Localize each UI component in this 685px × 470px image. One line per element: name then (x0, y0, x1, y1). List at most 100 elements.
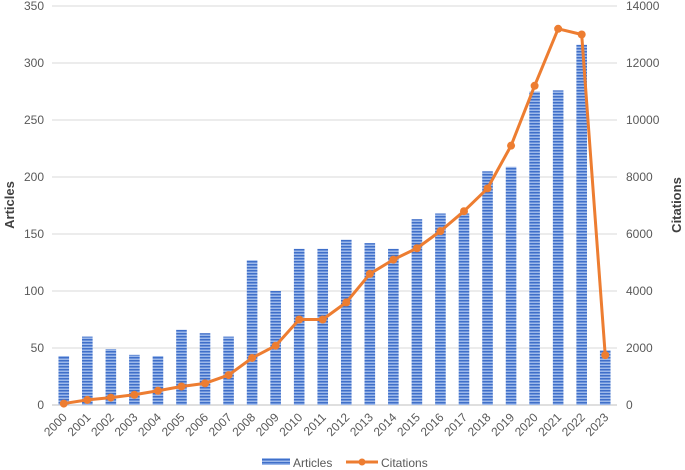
point-citations-2009 (271, 341, 280, 350)
x-tick-label: 2013 (347, 410, 376, 439)
point-citations-2016 (436, 227, 445, 236)
bar-articles-2018 (482, 171, 493, 405)
y-tick-label: 200 (24, 170, 44, 184)
x-tick-label: 2014 (371, 410, 400, 439)
x-tick-label: 2016 (418, 410, 447, 439)
point-citations-2014 (389, 255, 398, 264)
x-tick-label: 2021 (535, 410, 564, 439)
x-tick-label: 2015 (394, 410, 423, 439)
left-axis-ticks: 0 50 100 150 200 250 300 350 (24, 0, 44, 412)
x-tick-label: 2023 (583, 410, 612, 439)
point-citations-2020 (530, 81, 539, 90)
y2-tick-label: 6000 (626, 227, 653, 241)
x-tick-label: 2018 (465, 410, 494, 439)
citations-line (63, 27, 607, 406)
point-citations-2007 (224, 371, 233, 380)
bar-articles-2000 (58, 355, 70, 405)
bar-articles-2011 (317, 248, 329, 405)
bar-articles-2022 (576, 44, 587, 405)
y2-tick-label: 4000 (626, 284, 653, 298)
point-citations-2001 (83, 395, 92, 404)
x-tick-label: 2012 (324, 410, 353, 439)
y2-axis-title: Citations (669, 177, 684, 233)
y-tick-label: 100 (24, 284, 44, 298)
right-axis-ticks: 0 2000 4000 6000 8000 10000 12000 14000 (626, 0, 660, 412)
x-tick-label: 2017 (441, 410, 470, 439)
y2-tick-label: 10000 (626, 113, 660, 127)
point-citations-2005 (177, 382, 186, 391)
point-citations-2018 (483, 184, 492, 193)
legend: Articles Citations (262, 456, 428, 470)
legend-marker-citations (358, 458, 366, 466)
point-citations-2000 (59, 399, 68, 408)
legend-label-articles: Articles (293, 456, 332, 470)
bar-articles-2001 (82, 336, 93, 405)
bar-articles-2012 (340, 239, 352, 405)
bar-articles-2003 (129, 354, 140, 405)
y-tick-label: 250 (24, 113, 44, 127)
bar-series-articles (58, 44, 611, 406)
legend-label-citations: Citations (381, 456, 428, 470)
y-tick-label: 350 (24, 0, 44, 13)
bar-articles-2020 (529, 91, 540, 405)
point-citations-2023 (601, 351, 610, 360)
line-series-citations (59, 24, 610, 408)
point-citations-2012 (342, 298, 351, 307)
y2-tick-label: 14000 (626, 0, 660, 13)
y-tick-label: 150 (24, 227, 44, 241)
x-tick-label: 2019 (488, 410, 517, 439)
y-tick-label: 0 (37, 398, 44, 412)
point-citations-2015 (412, 244, 421, 253)
bar-articles-2002 (105, 349, 117, 405)
x-tick-label: 2008 (229, 410, 258, 439)
point-citations-2008 (248, 353, 257, 362)
point-citations-2010 (295, 315, 304, 324)
bar-articles-2007 (223, 336, 234, 405)
bar-articles-2013 (364, 243, 376, 405)
bar-articles-2008 (246, 260, 258, 405)
y2-tick-label: 2000 (626, 341, 653, 355)
point-citations-2021 (554, 24, 563, 33)
y2-tick-label: 12000 (626, 56, 660, 70)
x-tick-label: 2001 (65, 410, 94, 439)
x-tick-label: 2005 (159, 410, 188, 439)
x-tick-label: 2002 (88, 410, 117, 439)
legend-swatch-articles (262, 458, 290, 465)
bar-articles-2014 (388, 248, 399, 405)
x-axis-ticks: 2000200120022003200420052006200720082009… (41, 410, 611, 439)
x-tick-label: 2020 (512, 410, 541, 439)
bar-articles-2019 (505, 166, 517, 405)
y2-tick-label: 0 (626, 398, 633, 412)
point-citations-2003 (130, 390, 139, 399)
x-tick-label: 2007 (206, 410, 235, 439)
bar-articles-2004 (152, 355, 164, 405)
bar-articles-2010 (293, 248, 305, 405)
x-tick-label: 2004 (135, 410, 164, 439)
point-citations-2017 (459, 207, 468, 216)
x-tick-label: 2022 (559, 410, 588, 439)
point-citations-2004 (153, 386, 162, 395)
x-tick-label: 2000 (41, 410, 70, 439)
bar-articles-2005 (176, 329, 187, 405)
bar-articles-2015 (411, 219, 423, 405)
x-tick-label: 2006 (182, 410, 211, 439)
point-citations-2013 (365, 269, 374, 278)
bar-articles-2017 (458, 213, 470, 405)
point-citations-2006 (201, 379, 210, 388)
bar-articles-2006 (199, 333, 211, 405)
bar-articles-2016 (435, 213, 446, 405)
bar-articles-2023 (599, 350, 611, 405)
point-citations-2011 (318, 315, 327, 324)
x-tick-label: 2010 (277, 410, 306, 439)
y-tick-label: 300 (24, 56, 44, 70)
y-axis-title: Articles (2, 181, 17, 229)
point-citations-2002 (106, 393, 115, 402)
y2-tick-label: 8000 (626, 170, 653, 184)
gridlines (52, 5, 617, 406)
y-tick-label: 50 (31, 341, 45, 355)
point-citations-2022 (577, 30, 586, 39)
bar-articles-2021 (552, 90, 564, 406)
x-tick-label: 2003 (112, 410, 141, 439)
x-tick-label: 2011 (301, 410, 329, 438)
